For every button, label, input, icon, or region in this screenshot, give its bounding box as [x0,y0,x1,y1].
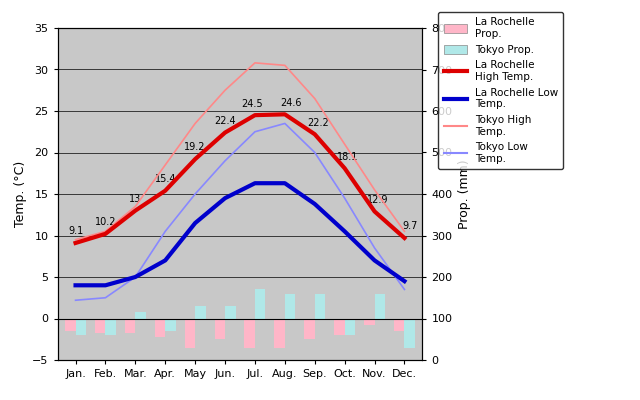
Text: 18.1: 18.1 [337,152,358,162]
Y-axis label: Temp. (°C): Temp. (°C) [13,161,27,227]
Text: 12.9: 12.9 [367,195,388,205]
Bar [155,318,165,337]
Legend: La Rochelle
Prop., Tokyo Prop., La Rochelle
High Temp., La Rochelle Low
Temp., T: La Rochelle Prop., Tokyo Prop., La Roche… [438,12,563,169]
Bar [65,318,76,331]
Bar [304,318,315,339]
Bar [404,318,415,348]
Bar [374,294,385,318]
Bar [244,318,255,348]
Bar [315,294,325,318]
Text: 19.2: 19.2 [184,142,206,152]
Y-axis label: Prop. (mm): Prop. (mm) [458,159,471,229]
Bar [255,290,266,318]
Text: 22.4: 22.4 [214,116,236,126]
Bar [225,306,236,318]
Text: 15.4: 15.4 [154,174,176,184]
Bar [275,318,285,348]
Text: 24.6: 24.6 [280,98,301,108]
Bar [214,318,225,339]
Bar [95,318,106,334]
Bar [394,318,404,331]
Bar [334,318,345,335]
Bar [125,318,135,334]
Text: 22.2: 22.2 [307,118,328,128]
Bar [195,306,205,318]
Bar [165,318,176,331]
Bar [345,318,355,335]
Bar [135,312,146,318]
Text: 24.5: 24.5 [241,98,263,108]
Bar [185,318,195,348]
Text: 9.1: 9.1 [68,226,83,236]
Bar [285,294,295,318]
Text: 13: 13 [129,194,141,204]
Bar [106,318,116,335]
Bar [364,318,374,325]
Bar [76,318,86,335]
Text: 10.2: 10.2 [95,217,116,227]
Text: 9.7: 9.7 [403,221,418,231]
